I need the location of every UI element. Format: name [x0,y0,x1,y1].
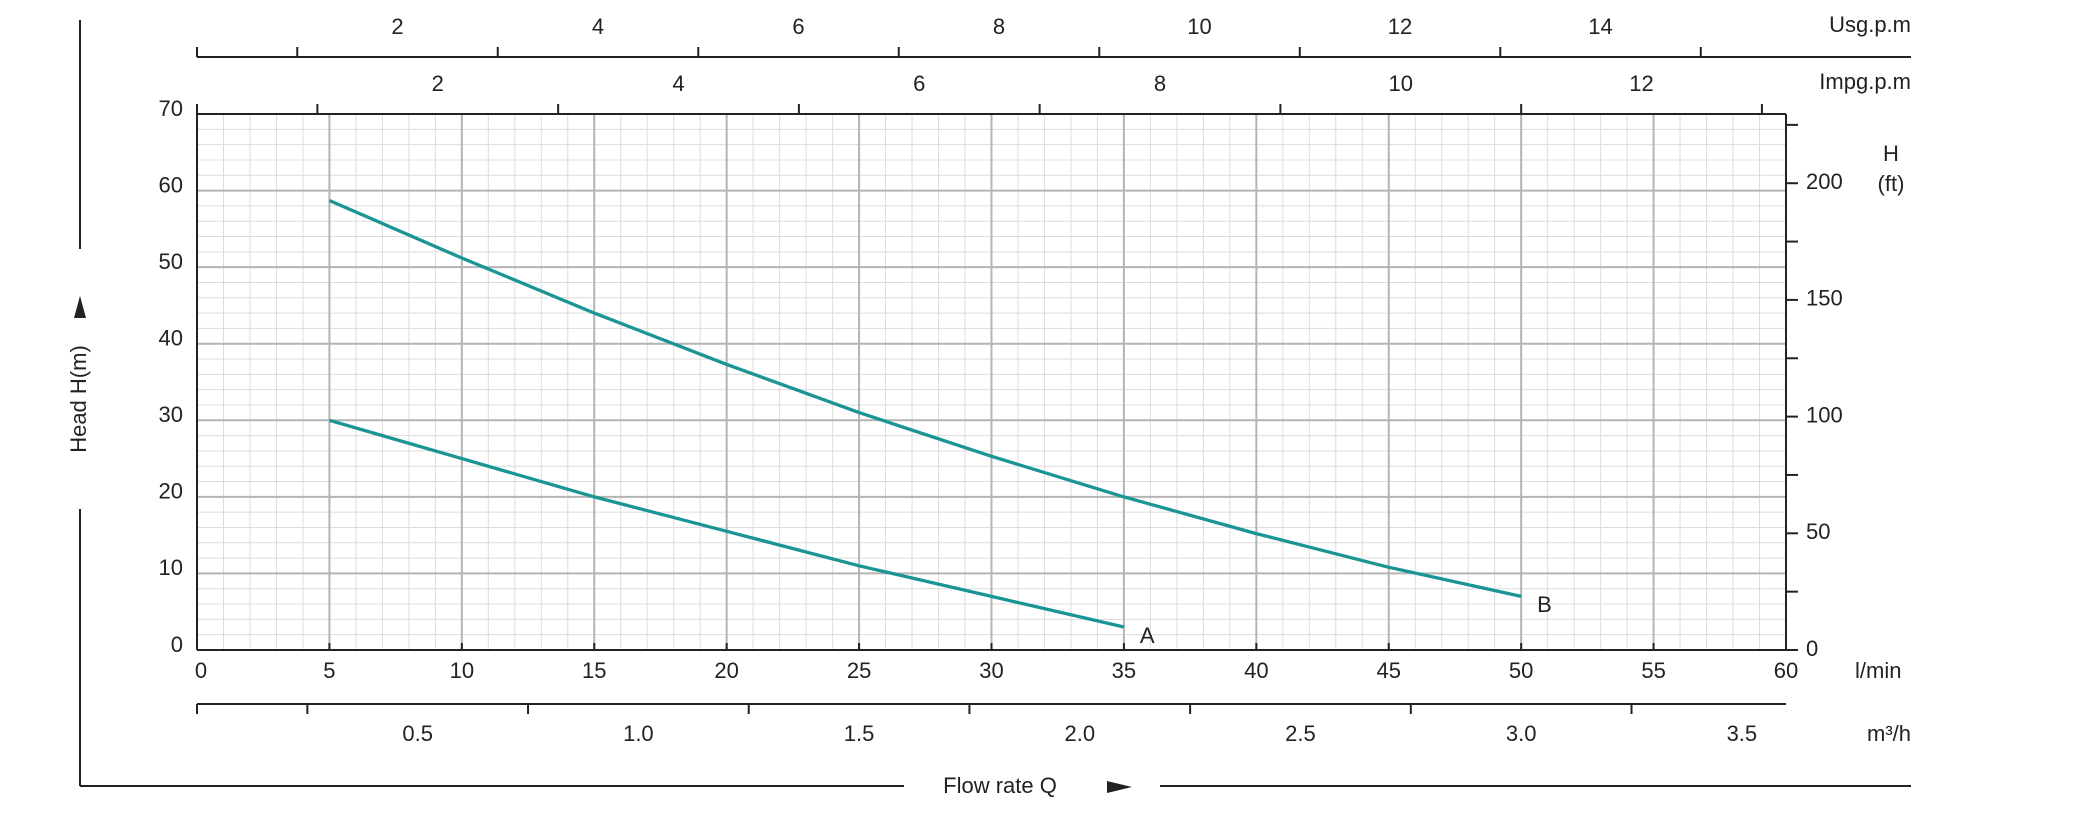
y2-unit: (ft) [1878,171,1905,196]
secondary-tick-label: 14 [1588,14,1612,39]
y-tick-label: 60 [159,172,183,197]
arrow [1107,781,1132,793]
y2-tick-label: 50 [1806,519,1830,544]
y-tick-label: 30 [159,402,183,427]
secondary-tick-label: 4 [672,71,684,96]
x-tick-label: 60 [1774,658,1798,683]
secondary-tick-label: 12 [1629,71,1653,96]
y2-tick-label: 200 [1806,169,1843,194]
secondary-tick-label: 10 [1187,14,1211,39]
secondary-tick-label: 0.5 [402,721,433,746]
y2-tick-label: 100 [1806,402,1843,427]
y2-label: H [1883,141,1899,166]
secondary-axis-label: Impg.p.m [1819,69,1911,94]
curve [328,198,1522,599]
y-tick-label: 50 [159,249,183,274]
x-axis-label: Flow rate Q [943,773,1057,798]
secondary-tick-label: 2 [432,71,444,96]
y-axis-label: Head H(m) [66,345,91,453]
y2-tick-label: 0 [1806,636,1818,661]
y2-tick-label: 150 [1806,286,1843,311]
y-tick-label: 10 [159,555,183,580]
x-tick-label: 25 [847,658,871,683]
x-tick-label: 10 [450,658,474,683]
x-tick-label: 0 [195,658,207,683]
secondary-tick-label: 2.0 [1064,721,1095,746]
secondary-tick-label: 1.5 [844,721,875,746]
secondary-tick-label: 1.0 [623,721,654,746]
x-tick-label: 35 [1112,658,1136,683]
x-tick-label: 55 [1641,658,1665,683]
curve-label: B [1537,592,1552,617]
x-tick-label: 45 [1377,658,1401,683]
secondary-tick-label: 3.0 [1506,721,1537,746]
curve [328,418,1125,629]
x-tick-label: 5 [323,658,335,683]
secondary-tick-label: 2.5 [1285,721,1316,746]
y-tick-label: 40 [159,326,183,351]
secondary-tick-label: 8 [1154,71,1166,96]
secondary-tick-label: 2 [391,14,403,39]
y-tick-label: 70 [159,96,183,121]
secondary-tick-label: 3.5 [1727,721,1758,746]
curve-label: A [1140,623,1155,648]
secondary-axis-label: Usg.p.m [1829,12,1911,37]
x-tick-label: 30 [979,658,1003,683]
secondary-tick-label: 4 [592,14,604,39]
secondary-axis-label: m³/h [1867,721,1911,746]
secondary-tick-label: 10 [1389,71,1413,96]
x-tick-label: 40 [1244,658,1268,683]
y-tick-label: 20 [159,479,183,504]
secondary-tick-label: 6 [792,14,804,39]
x-tick-label: 50 [1509,658,1533,683]
secondary-tick-label: 6 [913,71,925,96]
secondary-tick-label: 12 [1388,14,1412,39]
x-tick-label: 15 [582,658,606,683]
arrow [74,296,86,318]
y-tick-label: 0 [171,632,183,657]
x-unit: l/min [1855,658,1901,683]
x-tick-label: 20 [714,658,738,683]
secondary-tick-label: 8 [993,14,1005,39]
